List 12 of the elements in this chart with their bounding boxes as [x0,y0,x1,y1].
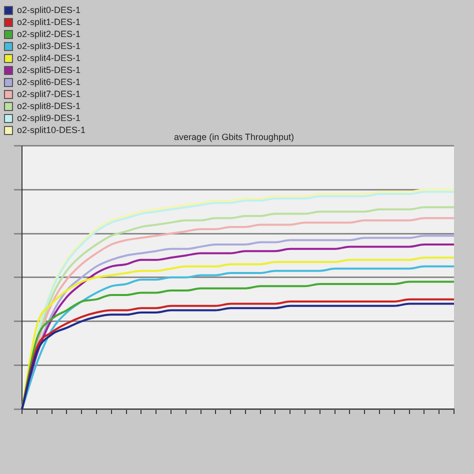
legend-label: o2-split8-DES-1 [17,100,81,112]
legend-label: o2-split9-DES-1 [17,112,81,124]
legend-label: o2-split6-DES-1 [17,76,81,88]
legend-label: o2-split1-DES-1 [17,16,81,28]
legend-label: o2-split5-DES-1 [17,64,81,76]
legend-label: o2-split3-DES-1 [17,40,81,52]
legend-label: o2-split0-DES-1 [17,4,81,16]
chart-title: average (in Gbits Throughput) [174,132,294,142]
legend-label: o2-split7-DES-1 [17,88,81,100]
legend-label: o2-split4-DES-1 [17,52,81,64]
legend-label: o2-split10-DES-1 [17,124,86,136]
legend-label: o2-split2-DES-1 [17,28,81,40]
